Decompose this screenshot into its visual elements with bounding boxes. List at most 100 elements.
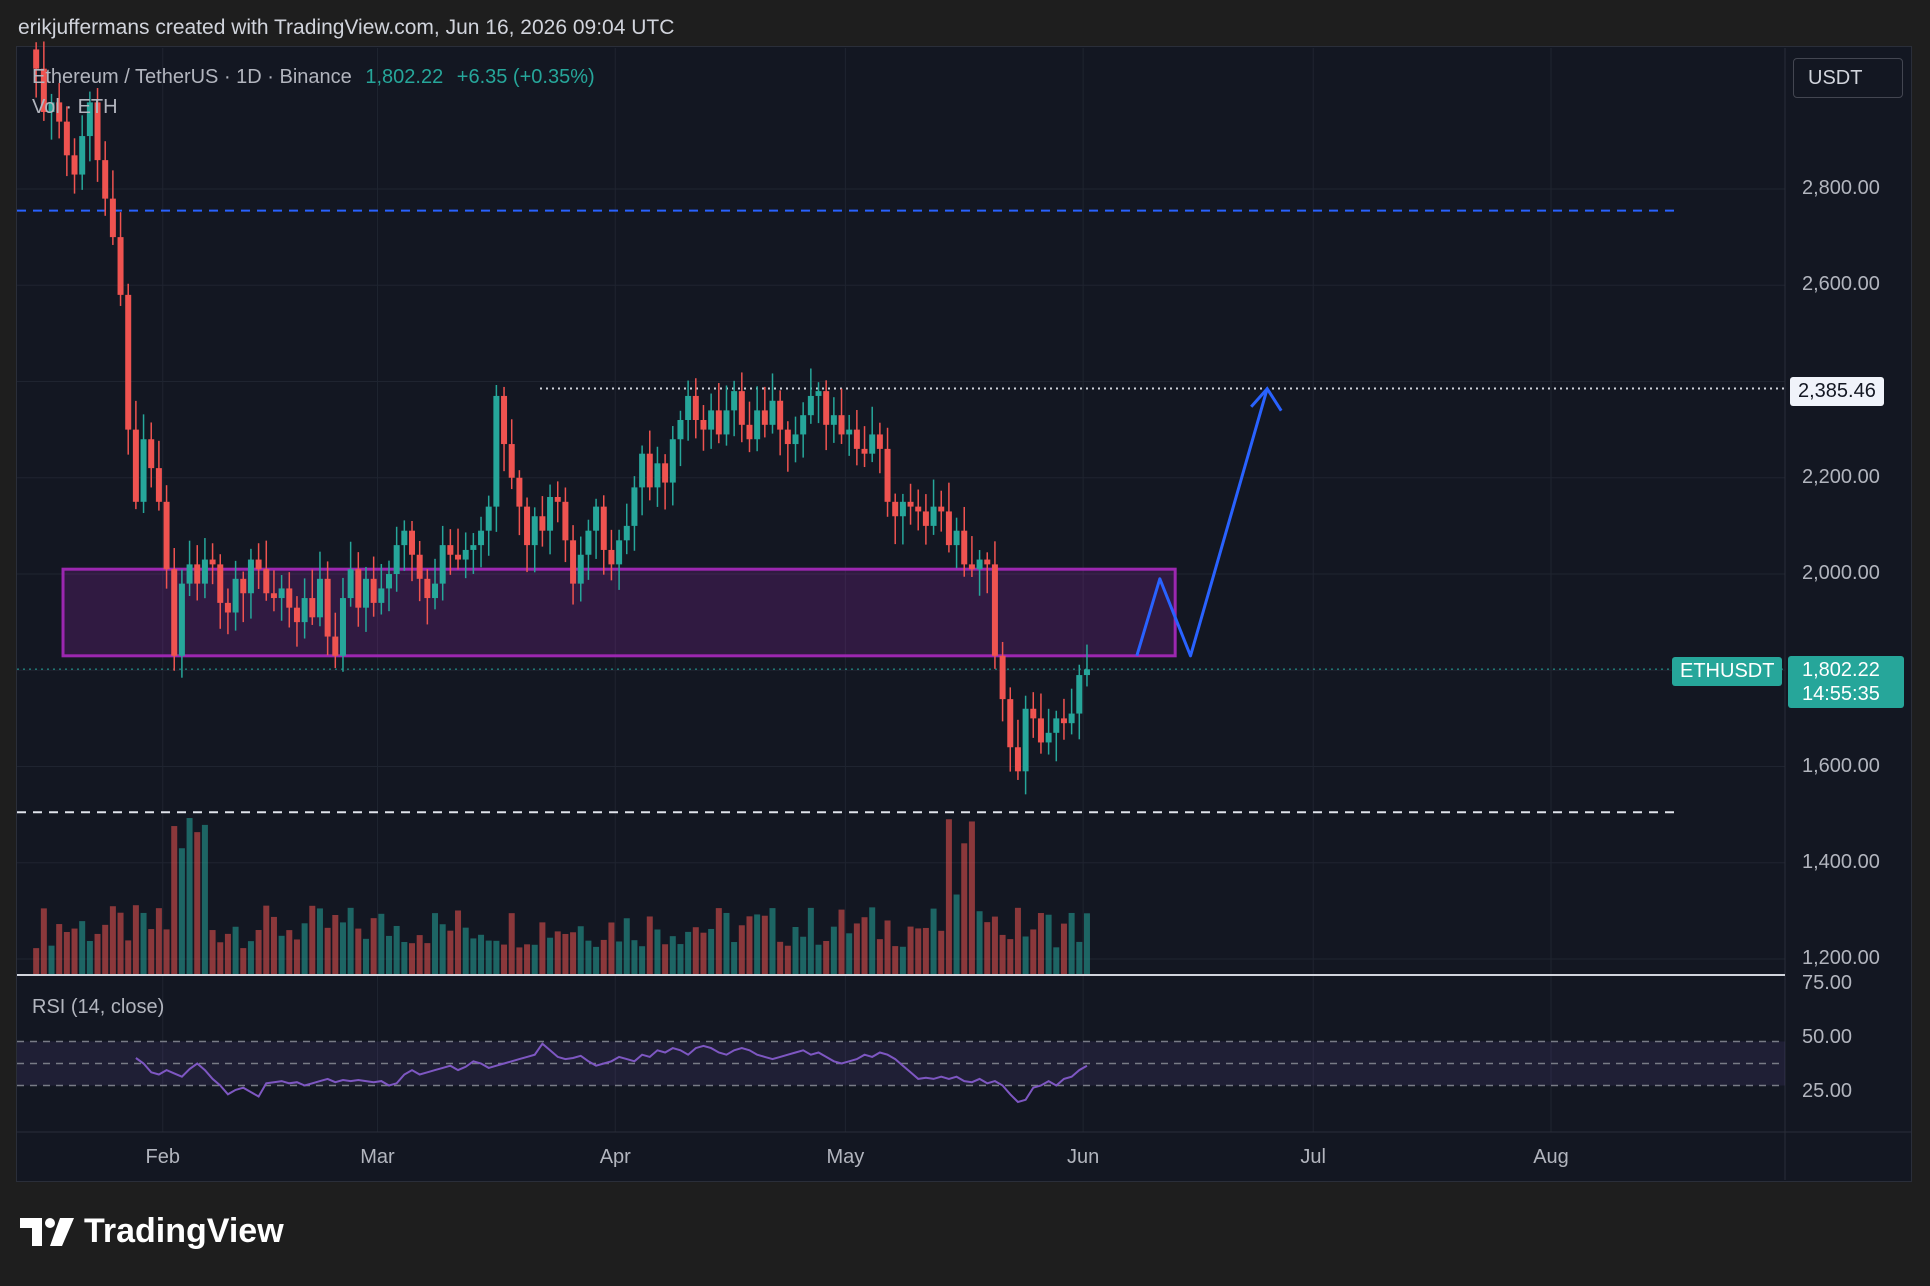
candle-body (623, 525, 630, 541)
candle-body (470, 545, 477, 550)
volume-bar (209, 930, 216, 974)
volume-bar (815, 944, 822, 974)
projection-arrowhead (1250, 386, 1283, 412)
volume-bar (332, 914, 339, 974)
volume-bar (738, 925, 745, 974)
volume-bar (524, 944, 531, 974)
candle-body (869, 434, 876, 454)
candle-body (1014, 747, 1021, 772)
tradingview-wordmark: TradingView (84, 1212, 284, 1250)
volume-bar (1037, 913, 1044, 974)
current-price-value: 1,802.22 (1802, 659, 1880, 681)
volume-bar (1076, 941, 1083, 974)
candle-body (769, 400, 776, 425)
candle-body (792, 434, 799, 445)
candle-body (347, 569, 354, 599)
candle-body (838, 415, 845, 435)
volume-bar (1022, 936, 1029, 974)
volume-legend: Vol · ETH (32, 96, 118, 118)
chart-panel[interactable] (16, 46, 1912, 1182)
candle-body (976, 559, 983, 570)
candle-body (915, 506, 922, 512)
volume-bar (247, 941, 254, 974)
candle-body (125, 294, 132, 430)
volume-bar (278, 935, 285, 974)
candle-body (432, 583, 439, 599)
candle-body (40, 68, 47, 112)
candle-body (109, 198, 116, 238)
currency-selector[interactable]: USDT (1793, 58, 1903, 98)
volume-bar (347, 907, 354, 974)
rsi-line (135, 1042, 1088, 1104)
tradingview-logo[interactable]: TradingView (20, 1212, 284, 1251)
candle-body (79, 136, 86, 175)
volume-bar (715, 908, 722, 974)
volume-bar (662, 944, 669, 974)
candle-body (631, 487, 638, 526)
candle-body (1083, 669, 1090, 676)
volume-bar (600, 939, 607, 974)
volume-bar (892, 946, 899, 974)
current-price-tag: 1,802.22 14:55:35 (1788, 656, 1904, 708)
candle-body (777, 400, 784, 430)
projection-arrow (1135, 388, 1269, 658)
candle-body (102, 160, 109, 199)
candle-body (554, 497, 561, 502)
volume-bar (316, 908, 323, 974)
candle-body (393, 545, 400, 574)
volume-bar (616, 941, 623, 974)
volume-bar (861, 917, 868, 974)
volume-bar (784, 945, 791, 974)
symbol-tag: ETHUSDT (1672, 657, 1783, 686)
candle-body (324, 578, 331, 637)
candle-body (654, 463, 661, 488)
candle-body (270, 593, 277, 599)
volume-bar (669, 936, 676, 974)
bar-countdown: 14:55:35 (1802, 683, 1880, 705)
volume-bar (378, 913, 385, 974)
candle-body (562, 501, 569, 541)
candle-body (186, 564, 193, 584)
candle-body (1068, 713, 1075, 724)
volume-bar (570, 932, 577, 974)
volume-bar (976, 911, 983, 974)
candle-body (240, 578, 247, 594)
candle-body (71, 155, 78, 175)
candle-body (1030, 708, 1037, 719)
volume-bar (800, 936, 807, 974)
candle-body (593, 506, 600, 531)
time-tick-label: Apr (599, 1146, 631, 1168)
candle-body (539, 516, 546, 531)
candle-body (585, 530, 592, 555)
volume-bar (516, 947, 523, 974)
volume-bar (807, 907, 814, 974)
chart-attribution: erikjuffermans created with TradingView.… (18, 16, 675, 39)
candle-body (723, 410, 730, 435)
price-tick-label: 2,600.00 (1802, 273, 1880, 296)
volume-bar (339, 922, 346, 974)
candle-body (968, 564, 975, 570)
volume-bar (823, 940, 830, 974)
candle-body (861, 448, 868, 454)
volume-bar (355, 928, 362, 974)
volume-bar (746, 916, 753, 974)
volume-bar (63, 932, 70, 974)
candle-body (662, 463, 669, 483)
candle-body (56, 102, 63, 122)
symbol-legend: Ethereum / TetherUS · 1D · Binance 1,802… (32, 66, 595, 89)
volume-bar (393, 925, 400, 974)
volume-bar (102, 924, 109, 974)
volume-bar (554, 931, 561, 974)
time-tick-label: Jul (1300, 1146, 1327, 1168)
candle-body (86, 102, 93, 137)
candle-body (700, 420, 707, 430)
volume-bar (117, 912, 124, 974)
candle-body (930, 506, 937, 526)
candle-body (984, 559, 991, 565)
volume-bar (915, 928, 922, 974)
candle-body (669, 439, 676, 483)
candle-body (401, 530, 408, 546)
candle-body (961, 530, 968, 565)
volume-bar (899, 946, 906, 974)
